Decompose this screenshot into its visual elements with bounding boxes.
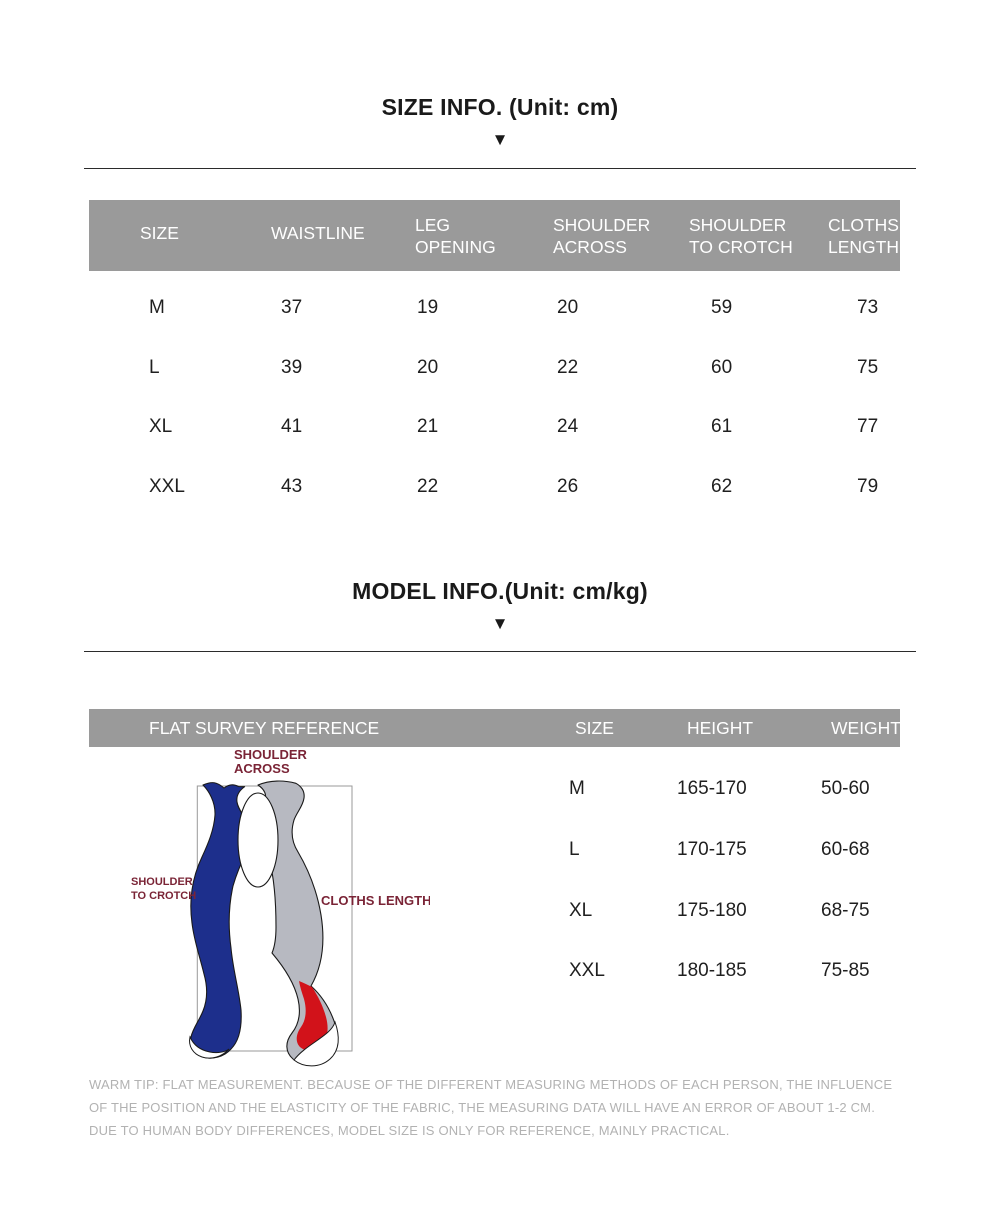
svg-text:ACROSS: ACROSS <box>234 761 290 776</box>
svg-text:TO CROTCH: TO CROTCH <box>131 890 196 902</box>
svg-text:SHOULDER: SHOULDER <box>234 747 308 762</box>
svg-text:SHOULDER: SHOULDER <box>131 876 193 888</box>
svg-text:CLOTHS LENGTH: CLOTHS LENGTH <box>321 893 430 908</box>
